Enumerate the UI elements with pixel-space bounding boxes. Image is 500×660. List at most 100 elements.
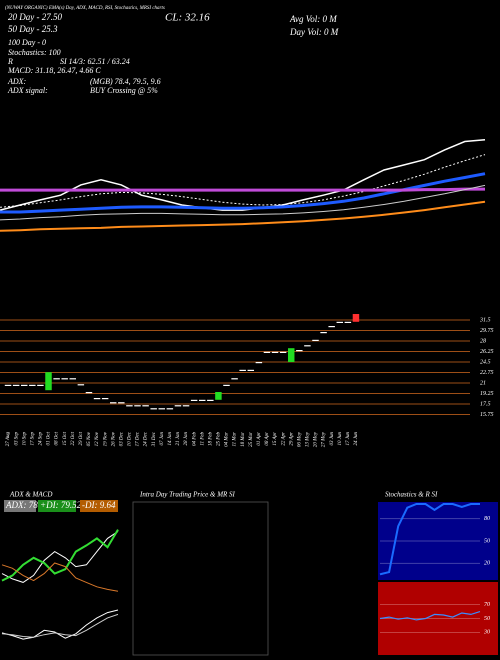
candle [336, 321, 344, 323]
x-tick-label: 03 Sep [14, 432, 19, 446]
y-tick-label: 30 [483, 630, 490, 636]
x-tick-label: 12 Nov [95, 431, 100, 446]
x-tick-label: 08 Apr [265, 432, 270, 446]
x-tick-label: 25 Mar [249, 432, 254, 447]
candle [20, 384, 28, 386]
annotation: +DI: 79.52 [40, 500, 82, 510]
candle [344, 321, 352, 323]
annotation: 50 Day - 25.3 [8, 24, 58, 34]
candle [101, 398, 109, 400]
series-line [1, 530, 119, 583]
x-tick-label: 07 Jan [160, 432, 165, 446]
candle [255, 362, 263, 364]
x-tick-label: 11 Mar [233, 432, 238, 447]
x-tick-label: 29 Apr [289, 432, 294, 446]
y-tick-label: 20 [484, 561, 490, 567]
x-tick-label: 29 Oct [79, 431, 84, 445]
x-tick-label: 20 May [314, 431, 319, 447]
x-tick-label: 08 Oct [55, 431, 60, 445]
x-tick-label: 11 Feb [200, 432, 205, 446]
x-tick-label: 22 Oct [71, 431, 76, 445]
y-tick-label: 29.75 [480, 328, 494, 334]
candle [61, 378, 68, 380]
candle [215, 392, 222, 400]
x-tick-label: 24 Sep [39, 432, 44, 446]
series-line [0, 154, 486, 208]
label-badge [80, 500, 118, 512]
candle [158, 408, 166, 410]
candle [207, 399, 214, 401]
x-tick-label: 03 Jun [330, 432, 335, 446]
candle [223, 384, 230, 386]
x-tick-label: 24 Jun [354, 432, 359, 446]
candle [134, 405, 141, 407]
annotation: Day Vol: 0 M [289, 27, 339, 37]
annotation: Stochastics: 100 [8, 48, 61, 57]
candle [37, 384, 44, 386]
annotation: MACD: 31.18, 26.47, 4.66 C [7, 66, 101, 75]
panel-title: ADX & MACD [9, 491, 52, 499]
x-tick-label: 01 Oct [47, 431, 52, 445]
candle [69, 378, 77, 380]
candle [118, 402, 125, 404]
candle [279, 351, 287, 353]
annotation: CL: 32.16 [165, 12, 210, 24]
candle [271, 351, 279, 353]
label-badge [4, 500, 36, 512]
y-tick-label: 28 [480, 338, 486, 344]
annotation: 20 Day - 27.50 [8, 12, 62, 22]
series-line [1, 609, 119, 640]
x-tick-label: 06 May [297, 431, 302, 447]
candle [198, 399, 206, 401]
annotation: Avg Vol: 0 M [289, 14, 337, 24]
series-line [0, 200, 486, 232]
x-tick-label: 18 Feb [208, 432, 213, 447]
candle [53, 378, 60, 380]
x-tick-label: 21 Jan [176, 432, 181, 446]
candle [4, 384, 12, 386]
x-tick-label: 27 May [322, 431, 327, 447]
x-tick-label: 26 Nov [111, 431, 116, 446]
x-tick-label: 13 May [306, 431, 311, 447]
candle [174, 405, 182, 407]
x-tick-label: 05 Nov [87, 431, 92, 446]
y-tick-label: 15.75 [480, 412, 494, 418]
y-tick-label: 31.5 [479, 317, 491, 323]
annotation: R [7, 57, 13, 66]
candle [93, 398, 101, 400]
y-tick-label: 17.5 [480, 401, 491, 407]
x-tick-label: 15 Apr [273, 432, 278, 446]
panel-title: Stochastics & R SI [385, 491, 438, 499]
x-tick-label: 04 Mar [225, 432, 230, 447]
series-line [0, 172, 486, 214]
label-badge [38, 500, 76, 512]
series-line [1, 529, 119, 582]
x-tick-label: 01 Apr [257, 432, 262, 446]
x-tick-label: 04 Feb [192, 432, 197, 447]
candle [150, 408, 157, 410]
x-tick-label: 17 Dec [136, 431, 141, 446]
x-tick-label: 24 Dec [144, 431, 149, 446]
annotation: ADX signal: [7, 86, 48, 95]
x-tick-label: 27 Aug [6, 432, 11, 447]
y-tick-label: 19.25 [480, 391, 494, 397]
candle [85, 392, 93, 394]
y-tick-label: 22.75 [480, 370, 494, 376]
annotation: -DI: 9.64 [82, 500, 116, 510]
y-tick-label: 70 [484, 602, 490, 608]
x-tick-label: 15 Oct [63, 431, 68, 445]
candle [142, 405, 149, 407]
candle [320, 332, 327, 334]
candle [12, 384, 20, 386]
x-tick-label: 17 Jun [346, 432, 351, 446]
x-tick-label: 22 Apr [281, 432, 286, 446]
candle [182, 405, 190, 407]
candle [45, 372, 52, 391]
candle [166, 408, 174, 410]
candle [296, 350, 303, 352]
series-line [0, 138, 486, 211]
series-line [379, 611, 481, 621]
candle [304, 345, 311, 347]
candle [263, 351, 271, 353]
